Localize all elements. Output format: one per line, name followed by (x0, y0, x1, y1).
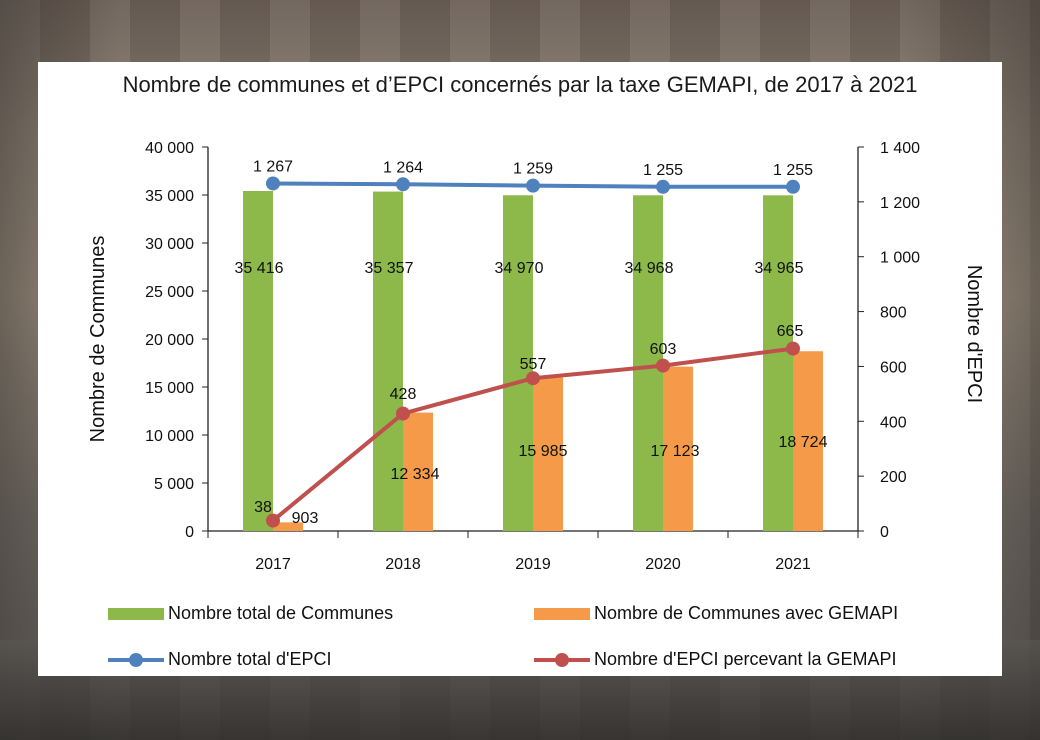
legend-label-total-communes: Nombre total de Communes (168, 603, 394, 623)
bar-total-communes (503, 195, 533, 531)
data-label-total-epci: 1 267 (253, 158, 293, 175)
data-label-epci-gemapi: 603 (650, 341, 677, 358)
point-epci-gemapi (656, 358, 670, 373)
y-tick-label-right: 200 (880, 469, 907, 486)
bar-total-communes (243, 191, 273, 531)
legend-swatch-green (108, 607, 164, 620)
data-label-epci-gemapi: 428 (390, 386, 417, 403)
data-label-communes-gemapi: 18 724 (779, 434, 828, 451)
y-tick-label-right: 0 (880, 524, 889, 541)
y-tick-label-right: 1 400 (880, 140, 920, 157)
legend-item-communes-gemapi: Nombre de Communes avec GEMAPI (534, 603, 898, 624)
data-label-epci-gemapi: 557 (520, 356, 547, 373)
bar-communes-gemapi (533, 377, 563, 531)
bar-communes-gemapi (793, 351, 823, 531)
point-total-epci (656, 179, 670, 194)
y-tick-label-left: 15 000 (145, 380, 194, 397)
y-tick-label-right: 400 (880, 414, 907, 431)
legend-label-total-epci: Nombre total d'EPCI (168, 649, 332, 669)
y-tick-label-left: 10 000 (145, 428, 194, 445)
y-tick-label-left: 20 000 (145, 332, 194, 349)
point-epci-gemapi (786, 341, 800, 356)
y-tick-label-left: 30 000 (145, 236, 194, 253)
chart-title: Nombre de communes et d’EPCI concernés p… (122, 72, 918, 97)
x-tick-label: 2020 (645, 556, 681, 573)
y-tick-label-right: 600 (880, 359, 907, 376)
point-total-epci (396, 177, 410, 192)
legend-swatch-red-line (534, 652, 590, 668)
y-tick-label-right: 1 200 (880, 195, 920, 212)
data-label-epci-gemapi: 665 (777, 323, 804, 340)
data-label-communes-gemapi: 903 (292, 510, 319, 527)
data-label-epci-gemapi: 38 (254, 499, 272, 516)
data-label-total-epci: 1 259 (513, 161, 553, 178)
point-epci-gemapi (396, 406, 410, 421)
legend-swatch-blue-line (108, 652, 164, 668)
x-tick-label: 2019 (515, 556, 551, 573)
y-tick-label-left: 40 000 (145, 140, 194, 157)
point-total-epci (786, 179, 800, 194)
bar-communes-gemapi (273, 522, 303, 531)
data-label-total-epci: 1 264 (383, 159, 423, 176)
data-label-communes-gemapi: 17 123 (651, 443, 700, 460)
y-tick-label-left: 5 000 (154, 476, 194, 493)
y-tick-label-right: 1 000 (880, 250, 920, 267)
legend-item-total-communes: Nombre total de Communes (108, 603, 393, 624)
point-epci-gemapi (526, 371, 540, 386)
y-axis-title-left: Nombre de Communes (87, 236, 109, 443)
data-label-total-epci: 1 255 (773, 162, 813, 179)
bar-communes-gemapi (403, 412, 433, 531)
bar-total-communes (373, 191, 403, 531)
point-epci-gemapi (266, 513, 280, 528)
point-total-epci (266, 176, 280, 191)
x-tick-label: 2018 (385, 556, 421, 573)
legend-item-epci-gemapi: Nombre d'EPCI percevant la GEMAPI (534, 649, 897, 670)
legend-item-total-epci: Nombre total d'EPCI (108, 649, 332, 670)
y-axis-title-right: Nombre d'EPCI (963, 265, 985, 403)
data-label-total-communes: 35 416 (235, 260, 284, 277)
data-label-total-communes: 35 357 (365, 260, 414, 277)
data-label-communes-gemapi: 15 985 (519, 443, 568, 460)
bar-communes-gemapi (663, 366, 693, 531)
data-label-communes-gemapi: 12 334 (391, 466, 440, 483)
x-tick-label: 2017 (255, 556, 291, 573)
y-tick-label-right: 800 (880, 305, 907, 322)
y-tick-label-left: 0 (185, 524, 194, 541)
data-label-total-communes: 34 970 (495, 260, 544, 277)
legend-swatch-orange (534, 607, 590, 620)
legend-label-communes-gemapi: Nombre de Communes avec GEMAPI (594, 603, 899, 623)
x-tick-label: 2021 (775, 556, 811, 573)
bar-total-communes (763, 195, 793, 531)
y-tick-label-left: 25 000 (145, 284, 194, 301)
data-label-total-epci: 1 255 (643, 162, 683, 179)
y-tick-label-left: 35 000 (145, 188, 194, 205)
data-label-total-communes: 34 965 (755, 260, 804, 277)
point-total-epci (526, 178, 540, 193)
data-label-total-communes: 34 968 (625, 260, 674, 277)
legend-label-epci-gemapi: Nombre d'EPCI percevant la GEMAPI (594, 649, 897, 669)
